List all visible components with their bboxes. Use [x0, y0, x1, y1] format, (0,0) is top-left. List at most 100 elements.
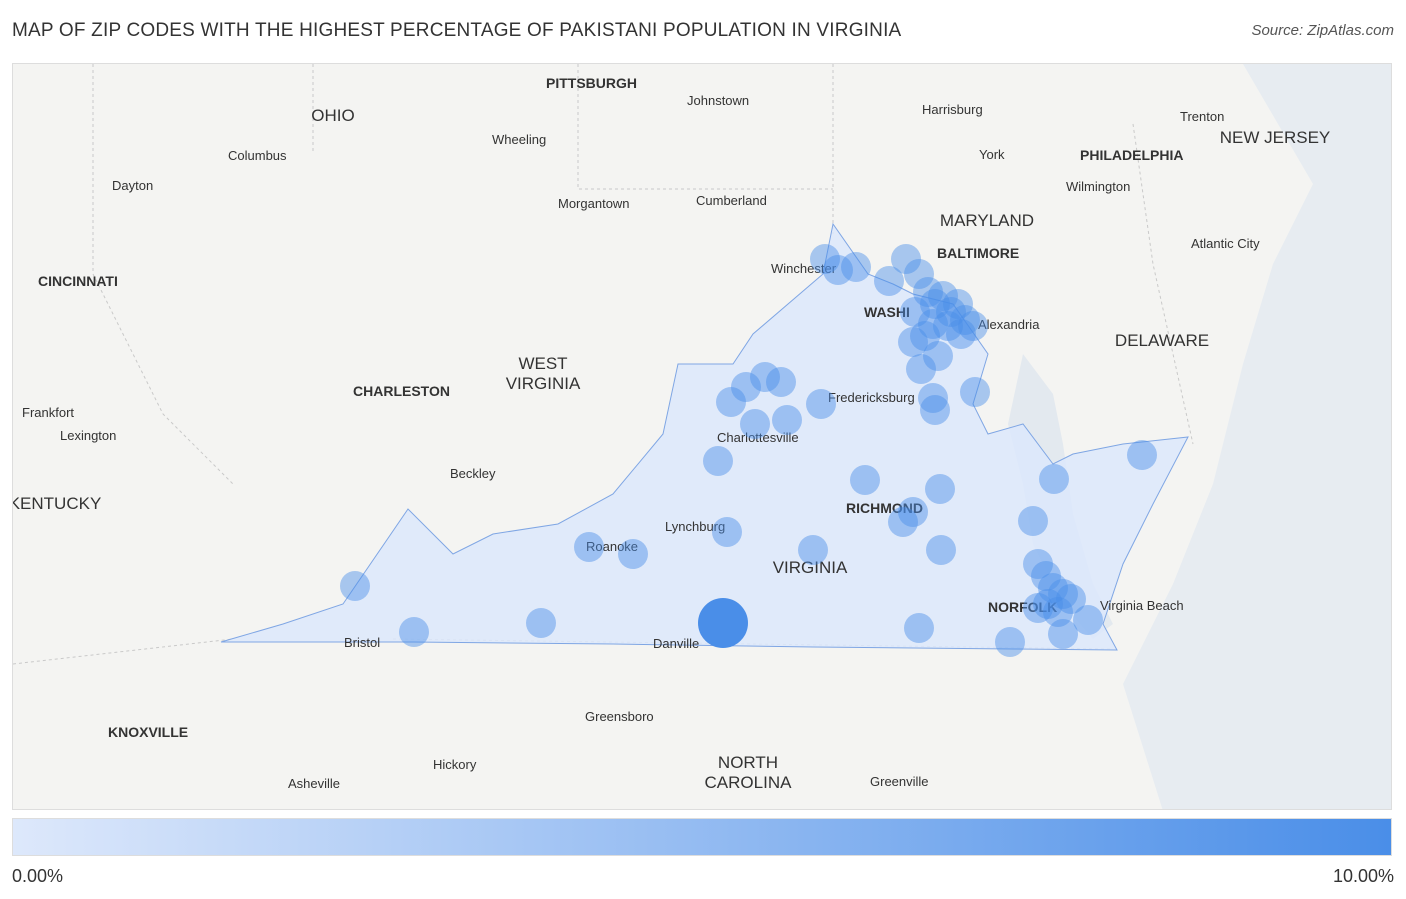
zip-bubble [925, 474, 955, 504]
map-viewport[interactable]: OHIO WEST VIRGINIA MARYLAND NEW JERSEY D… [12, 63, 1392, 810]
label-kentucky: KENTUCKY [13, 494, 101, 513]
zip-bubble [798, 535, 828, 565]
legend-color-scale [12, 818, 1392, 856]
label-knoxville: KNOXVILLE [108, 724, 188, 740]
label-virginia: VIRGINIA [773, 558, 848, 577]
zip-bubble [850, 465, 880, 495]
label-greenville: Greenville [870, 774, 929, 789]
zip-bubble [716, 387, 746, 417]
label-washington: WASHI [864, 304, 910, 320]
label-alexandria: Alexandria [978, 317, 1040, 332]
zip-bubble [618, 539, 648, 569]
zip-bubble [904, 613, 934, 643]
zip-bubble [910, 321, 940, 351]
label-charleston: CHARLESTON [353, 383, 450, 399]
label-charlottesville: Charlottesville [717, 430, 799, 445]
zip-bubble [1038, 573, 1068, 603]
zip-bubble [946, 319, 976, 349]
zip-bubble [920, 289, 950, 319]
zip-bubble [823, 255, 853, 285]
zip-bubble [1048, 579, 1078, 609]
label-baltimore: BALTIMORE [937, 245, 1019, 261]
zip-bubble [958, 311, 988, 341]
zip-bubble-highest [698, 598, 748, 648]
label-frankfort: Frankfort [22, 405, 74, 420]
zip-bubble [1033, 589, 1063, 619]
label-fredericksburg: Fredericksburg [828, 390, 915, 405]
zip-bubble [731, 372, 761, 402]
legend-min-label: 0.00% [12, 866, 64, 886]
zip-bubble [936, 297, 966, 327]
zip-bubble [898, 497, 928, 527]
zip-bubble [918, 309, 948, 339]
zip-bubble [1039, 464, 1069, 494]
label-johnstown: Johnstown [687, 93, 749, 108]
label-york: York [979, 147, 1005, 162]
label-maryland: MARYLAND [940, 211, 1034, 230]
zip-bubble [1056, 584, 1086, 614]
label-norfolk: NORFOLK [988, 599, 1057, 615]
zip-bubble [960, 377, 990, 407]
label-wheeling: Wheeling [492, 132, 546, 147]
map-title: MAP OF ZIP CODES WITH THE HIGHEST PERCEN… [12, 20, 902, 41]
label-morgantown: Morgantown [558, 196, 630, 211]
label-trenton: Trenton [1180, 109, 1224, 124]
zip-bubble [1018, 506, 1048, 536]
zip-bubble [888, 507, 918, 537]
zip-bubble [772, 405, 802, 435]
zip-bubble [874, 266, 904, 296]
zip-bubble [995, 627, 1025, 657]
zip-bubble [841, 252, 871, 282]
label-dayton: Dayton [112, 178, 153, 193]
label-pittsburgh: PITTSBURGH [546, 75, 637, 91]
label-north-carolina-2: CAROLINA [705, 773, 793, 792]
label-virginia-beach: Virginia Beach [1100, 598, 1184, 613]
label-harrisburg: Harrisburg [922, 102, 983, 117]
label-west-virginia-1: WEST [518, 354, 567, 373]
zip-bubble [923, 341, 953, 371]
zip-bubble [900, 297, 930, 327]
source-credit: Source: ZipAtlas.com [1251, 22, 1394, 39]
zip-bubble [1127, 440, 1157, 470]
label-greensboro: Greensboro [585, 709, 654, 724]
virginia-state-shape [220, 222, 1189, 651]
label-asheville: Asheville [288, 776, 340, 791]
zip-bubble [1048, 619, 1078, 649]
label-philadelphia: PHILADELPHIA [1080, 147, 1183, 163]
label-bristol: Bristol [344, 635, 380, 650]
zip-bubble [926, 535, 956, 565]
zip-bubble [1023, 593, 1053, 623]
zip-bubble [712, 517, 742, 547]
label-west-virginia-2: VIRGINIA [506, 374, 581, 393]
label-danville: Danville [653, 636, 699, 651]
zip-bubble [950, 305, 980, 335]
zip-bubble [526, 608, 556, 638]
label-ohio: OHIO [311, 106, 354, 125]
label-beckley: Beckley [450, 466, 496, 481]
zip-bubble [766, 367, 796, 397]
label-lynchburg: Lynchburg [665, 519, 725, 534]
zip-bubble [918, 383, 948, 413]
label-delaware: DELAWARE [1115, 331, 1209, 350]
zip-bubble [399, 617, 429, 647]
zip-bubble [943, 289, 973, 319]
zip-bubble [933, 311, 963, 341]
zip-bubble [750, 362, 780, 392]
map-canvas: OHIO WEST VIRGINIA MARYLAND NEW JERSEY D… [13, 64, 1391, 809]
zip-bubbles [340, 244, 1157, 657]
label-columbus: Columbus [228, 148, 287, 163]
zip-bubble [806, 389, 836, 419]
legend-max-label: 10.00% [1332, 866, 1394, 886]
city-labels: PITTSBURGH Johnstown Harrisburg Trenton … [22, 75, 1260, 791]
zip-bubble [928, 281, 958, 311]
zip-bubble [904, 259, 934, 289]
label-new-jersey: NEW JERSEY [1220, 128, 1331, 147]
zip-bubble [810, 244, 840, 274]
label-roanoke: Roanoke [586, 539, 638, 554]
label-hickory: Hickory [433, 757, 477, 772]
zip-bubble [340, 571, 370, 601]
label-north-carolina-1: NORTH [718, 753, 778, 772]
label-cincinnati: CINCINNATI [38, 273, 118, 289]
label-winchester: Winchester [771, 261, 837, 276]
zip-bubble [920, 395, 950, 425]
